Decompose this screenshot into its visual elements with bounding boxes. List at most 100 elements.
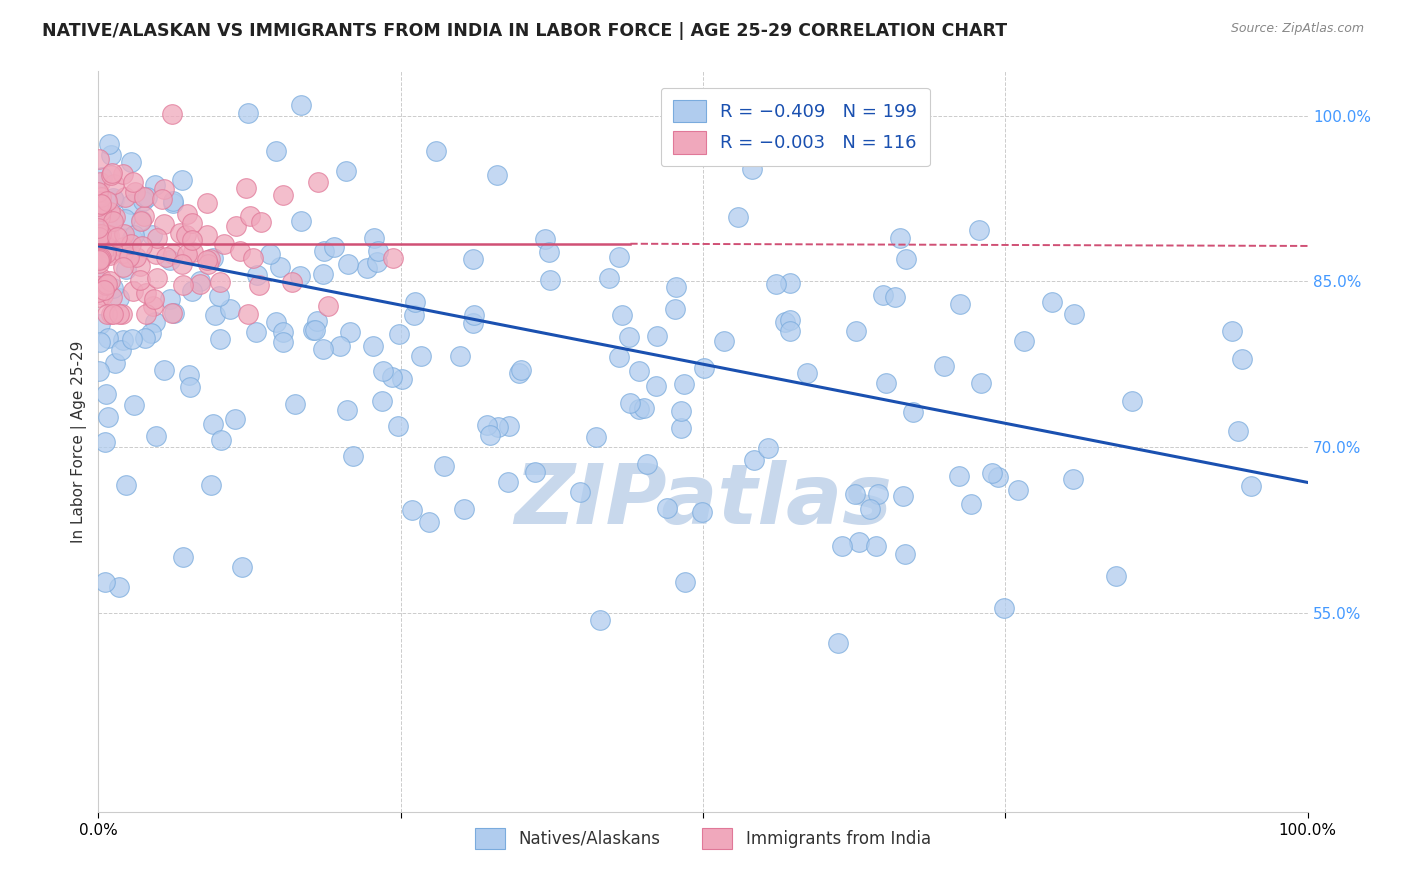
Point: [114, 478, 136, 492]
Point: [609, 250, 631, 264]
Point: [97, 227, 120, 242]
Point: [132, 209, 155, 223]
Point: [727, 210, 749, 224]
Point: [108, 291, 131, 305]
Point: [617, 330, 640, 344]
Point: [100, 307, 122, 321]
Point: [934, 359, 956, 373]
Point: [356, 260, 378, 275]
Point: [125, 250, 148, 264]
Point: [498, 419, 520, 434]
Point: [96, 194, 118, 209]
Point: [891, 489, 914, 503]
Point: [302, 324, 325, 338]
Point: [87, 274, 110, 288]
Point: [101, 214, 124, 228]
Point: [131, 239, 153, 253]
Point: [100, 168, 122, 182]
Point: [93, 434, 115, 449]
Point: [894, 547, 917, 561]
Point: [844, 487, 866, 501]
Point: [120, 196, 142, 211]
Point: [87, 227, 110, 241]
Point: [89, 279, 111, 293]
Point: [101, 215, 124, 229]
Point: [98, 274, 121, 288]
Point: [363, 231, 385, 245]
Point: [1062, 472, 1084, 486]
Point: [152, 218, 174, 232]
Point: [229, 244, 252, 259]
Point: [859, 502, 882, 516]
Point: [779, 313, 801, 327]
Point: [381, 369, 404, 384]
Point: [89, 252, 111, 266]
Point: [145, 247, 167, 261]
Point: [91, 288, 114, 302]
Point: [111, 333, 134, 347]
Point: [645, 379, 668, 393]
Y-axis label: In Labor Force | Age 25-29: In Labor Force | Age 25-29: [72, 341, 87, 542]
Point: [145, 178, 167, 192]
Point: [628, 402, 651, 417]
Point: [121, 231, 143, 245]
Point: [124, 399, 146, 413]
Point: [866, 486, 889, 500]
Point: [188, 273, 211, 287]
Point: [259, 246, 281, 260]
Point: [779, 324, 801, 338]
Point: [87, 221, 110, 235]
Point: [170, 172, 193, 186]
Point: [96, 213, 118, 227]
Point: [449, 349, 471, 363]
Point: [239, 209, 262, 223]
Point: [690, 505, 713, 519]
Point: [87, 256, 110, 270]
Point: [765, 277, 787, 292]
Point: [425, 145, 447, 159]
Point: [162, 247, 184, 261]
Point: [180, 284, 202, 298]
Point: [612, 308, 634, 322]
Point: [486, 169, 509, 183]
Point: [478, 428, 501, 442]
Point: [141, 326, 163, 341]
Point: [585, 430, 607, 444]
Point: [218, 301, 240, 316]
Point: [231, 559, 253, 574]
Point: [131, 194, 153, 208]
Point: [589, 613, 612, 627]
Point: [779, 277, 801, 291]
Point: [120, 236, 142, 251]
Point: [889, 231, 911, 245]
Point: [627, 364, 650, 378]
Point: [98, 246, 121, 260]
Point: [713, 334, 735, 348]
Point: [97, 410, 120, 425]
Point: [463, 252, 485, 267]
Point: [271, 325, 294, 339]
Point: [112, 246, 135, 260]
Point: [142, 292, 165, 306]
Point: [401, 502, 423, 516]
Point: [195, 228, 218, 243]
Point: [312, 268, 335, 282]
Point: [273, 334, 295, 349]
Point: [872, 287, 894, 301]
Point: [284, 397, 307, 411]
Point: [524, 465, 547, 479]
Point: [875, 376, 897, 391]
Text: ZIPatlas: ZIPatlas: [515, 460, 891, 541]
Point: [114, 261, 136, 276]
Point: [336, 402, 359, 417]
Point: [307, 176, 329, 190]
Point: [124, 185, 146, 199]
Point: [202, 251, 225, 265]
Point: [90, 251, 112, 265]
Point: [107, 580, 129, 594]
Point: [225, 219, 247, 233]
Point: [673, 376, 696, 391]
Point: [201, 417, 224, 431]
Point: [264, 315, 287, 329]
Point: [87, 285, 110, 299]
